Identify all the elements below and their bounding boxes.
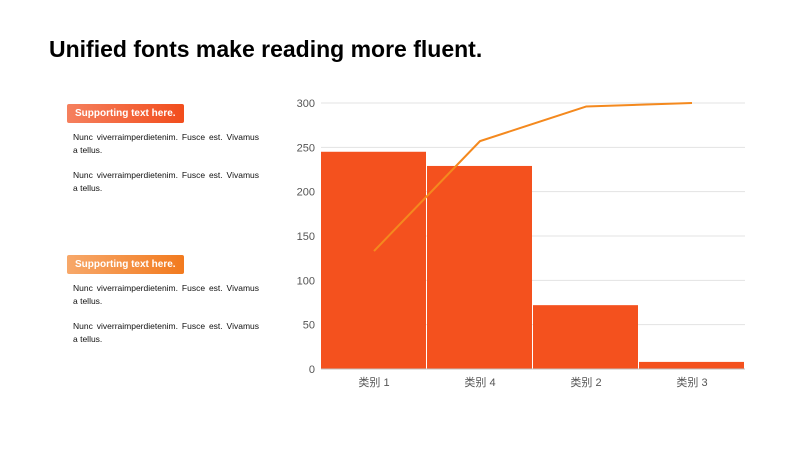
paragraph-1-1: Nunc viverraimperdietenim. Fusce est. Vi… [73, 132, 259, 155]
bar [533, 305, 638, 369]
x-tick-label: 类别 3 [676, 375, 707, 389]
page-title: Unified fonts make reading more fluent. [49, 36, 483, 62]
text-block-1: Supporting text here. Nunc viverraimperd… [67, 103, 259, 195]
text-block-2: Supporting text here. Nunc viverraimperd… [67, 254, 259, 346]
bar [427, 165, 532, 369]
paragraph-2-2: Nunc viverraimperdietenim. Fusce est. Vi… [73, 321, 259, 344]
x-tick-label: 类别 4 [464, 375, 495, 389]
line-series [373, 102, 693, 252]
y-tick-label: 100 [297, 275, 315, 287]
cumulative-line [373, 102, 693, 252]
badge-1: Supporting text here. [67, 104, 184, 123]
x-tick-label: 类别 1 [358, 375, 389, 389]
paragraph-1-2: Nunc viverraimperdietenim. Fusce est. Vi… [73, 170, 259, 193]
y-tick-label: 50 [303, 320, 315, 332]
y-tick-label: 150 [297, 231, 315, 243]
paragraph-2-1: Nunc viverraimperdietenim. Fusce est. Vi… [73, 283, 259, 306]
y-tick-label: 300 [297, 98, 315, 110]
badge-2: Supporting text here. [67, 255, 184, 274]
x-tick-label: 类别 2 [570, 375, 601, 389]
y-tick-label: 200 [297, 187, 315, 199]
y-tick-label: 0 [309, 364, 315, 376]
y-tick-label: 250 [297, 142, 315, 154]
tick-labels: 0 50 100 150 200 250 300 类别 1 类别 4 类别 2 类别 3 [297, 98, 708, 389]
bar-series [321, 151, 744, 369]
bar [639, 361, 744, 369]
bar [321, 151, 426, 369]
